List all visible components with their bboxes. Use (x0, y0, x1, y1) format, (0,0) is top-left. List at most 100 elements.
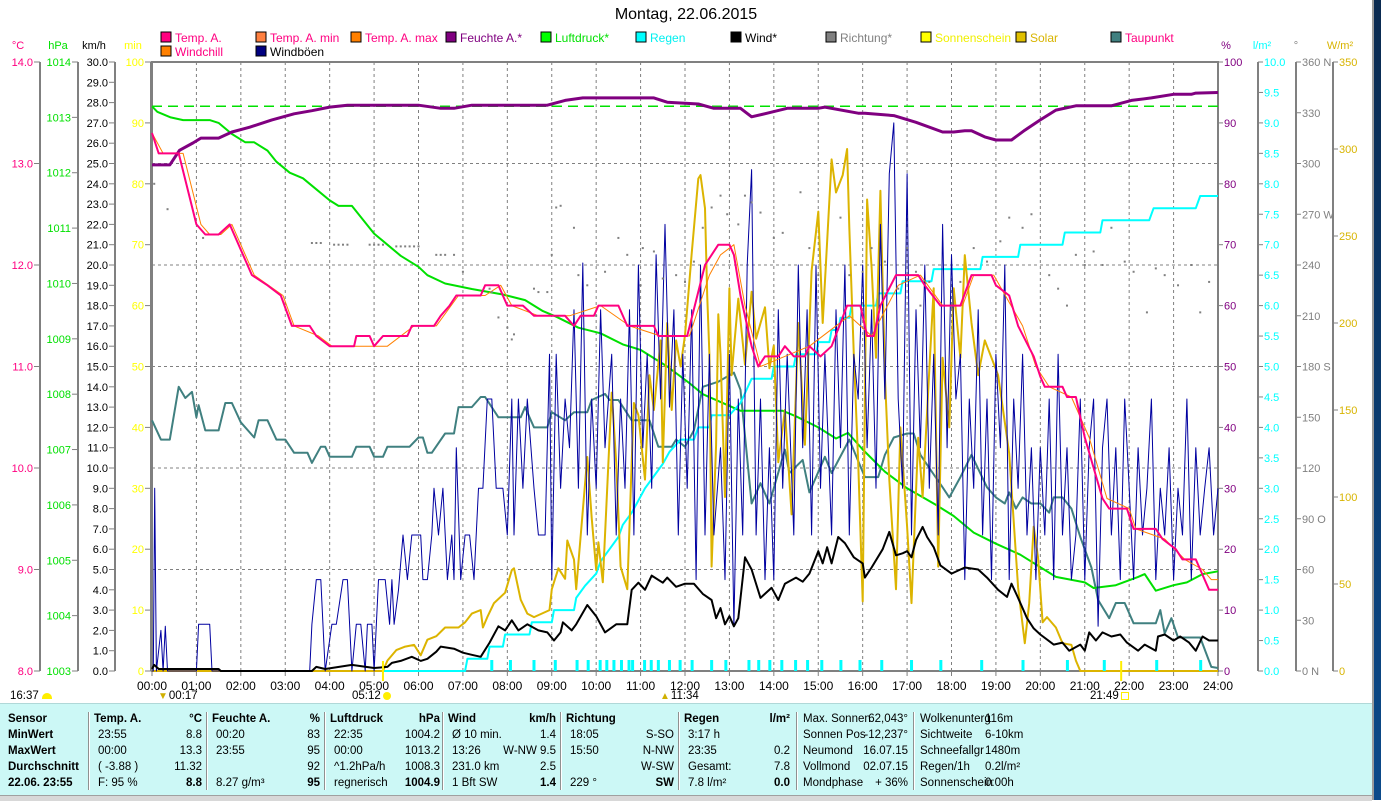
rain-event-bar (858, 660, 862, 671)
chart-title: Montag, 22.06.2015 (614, 6, 758, 23)
cell-value: 1004.9 (404, 777, 440, 789)
rain-event-bar (1021, 660, 1025, 671)
cell-detail: F: 95 % (98, 777, 138, 789)
cell-detail: 8.27 g/m³ (216, 777, 265, 789)
direction-point (750, 201, 753, 204)
direction-point (604, 270, 607, 273)
direction-point (315, 242, 318, 245)
cell-detail: 15:50 (570, 745, 599, 757)
axis-label-pressure: 1008 (47, 389, 71, 401)
axis-label-direction: 0 N (1302, 666, 1319, 678)
direction-point (417, 245, 420, 248)
direction-point (453, 253, 456, 256)
rain-event-bar (631, 660, 635, 671)
axis-label-wind: 7.0 (93, 524, 108, 536)
cell-value: 1004.2 (404, 729, 440, 741)
axis-label-wind: 17.0 (87, 321, 108, 333)
moon-marker-left: 16:37 (10, 690, 52, 702)
direction-point (166, 208, 169, 211)
axis-label-pressure: 1006 (47, 500, 71, 512)
cell-detail: 3:17 h (688, 729, 720, 741)
direction-point (675, 274, 678, 277)
misc-value: 6-10km (985, 729, 1024, 741)
moon-time: 16:37 (10, 690, 39, 702)
direction-point (408, 245, 411, 248)
astro-label: Max. Sonnen (803, 713, 871, 725)
direction-point (488, 287, 491, 290)
series-temp (151, 132, 1218, 591)
axis-label-humidity: 70 (1224, 240, 1236, 252)
rain-event-bar (598, 660, 602, 671)
column-header: Luftdruck (330, 713, 384, 725)
axis-label-wind: 15.0 (87, 362, 108, 374)
direction-point (461, 270, 464, 273)
column-separator (206, 712, 208, 790)
misc-label: Sonnenschein (920, 777, 993, 789)
axis-label-wind: 5.0 (93, 565, 108, 577)
rain-event-bar (820, 660, 824, 671)
rain-event-bar (656, 660, 660, 671)
axis-label-temp: 9.0 (18, 565, 33, 577)
direction-point (950, 306, 953, 309)
axis-label-direction: 240 (1302, 260, 1320, 272)
direction-point (959, 280, 962, 283)
sunset-marker: 21:49 (1090, 690, 1129, 702)
series-humidity (152, 91, 1219, 167)
moonrise-time: 11:34 (670, 690, 699, 702)
cell-detail: 23:55 (216, 745, 245, 757)
rain-event-bar (757, 660, 761, 671)
direction-point (883, 260, 886, 263)
axis-label-solar: 200 (1339, 318, 1357, 330)
axis-label-wind: 30.0 (87, 57, 108, 69)
misc-value: 116m (985, 713, 1013, 725)
direction-point (337, 243, 340, 246)
direction-point (1048, 274, 1051, 277)
cell-value: 1013.2 (404, 745, 440, 757)
moonrise-marker: ▲11:34 (660, 690, 699, 702)
direction-point (1177, 284, 1180, 287)
statistics-panel: Sensor MinWert MaxWert Durchschnitt 22.06. 2… (0, 703, 1372, 796)
axis-label-rain: 6.5 (1264, 270, 1279, 282)
direction-point (497, 316, 500, 319)
axis-label-solar: 300 (1339, 144, 1357, 156)
legend-label: Regen (650, 31, 685, 45)
column-unit: % (309, 713, 320, 725)
axis-label-pressure: 1013 (47, 112, 71, 124)
axis-unit-rain: l/m² (1253, 40, 1272, 52)
axis-label-humidity: 100 (1224, 57, 1242, 69)
cell-value: S-SO (645, 729, 674, 741)
legend-label: Solar (1030, 31, 1058, 45)
legend-swatch (540, 31, 552, 43)
direction-point (506, 326, 509, 329)
rain-event-bar (643, 660, 647, 671)
direction-point (870, 247, 873, 250)
legend-label: Temp. A. max (365, 31, 438, 45)
sun-icon (382, 691, 391, 700)
direction-point (555, 206, 558, 209)
legend-swatch (255, 31, 267, 43)
legend-swatch (350, 31, 362, 43)
axis-label-rain: 4.0 (1264, 422, 1279, 434)
legend-label: Windchill (175, 45, 223, 59)
direction-point (914, 270, 917, 273)
direction-point (1092, 250, 1095, 253)
cell-detail: ^1.2hPa/h (334, 761, 386, 773)
direction-point (1021, 226, 1024, 229)
direction-point (1132, 270, 1135, 273)
direction-point (906, 247, 909, 250)
axis-label-direction: 90 O (1302, 514, 1326, 526)
axis-label-temp: 10.0 (12, 463, 33, 475)
misc-value: 0.2l/m² (985, 761, 1021, 773)
axis-label-sunshine: 90 (132, 118, 144, 130)
axis-unit-sunshine: min (124, 40, 142, 52)
cell-detail: 229 ° (570, 777, 597, 789)
x-tick-label: 17:00 (892, 679, 922, 693)
axis-label-pressure: 1005 (47, 555, 71, 567)
rain-event-bar (619, 660, 623, 671)
axis-label-wind: 14.0 (87, 382, 108, 394)
axis-label-rain: 7.0 (1264, 240, 1279, 252)
axis-label-direction: 300 (1302, 159, 1320, 171)
axis-label-rain: 3.5 (1264, 453, 1279, 465)
cell-value: 8.8 (186, 777, 202, 789)
misc-label: Sichtweite (920, 729, 973, 741)
